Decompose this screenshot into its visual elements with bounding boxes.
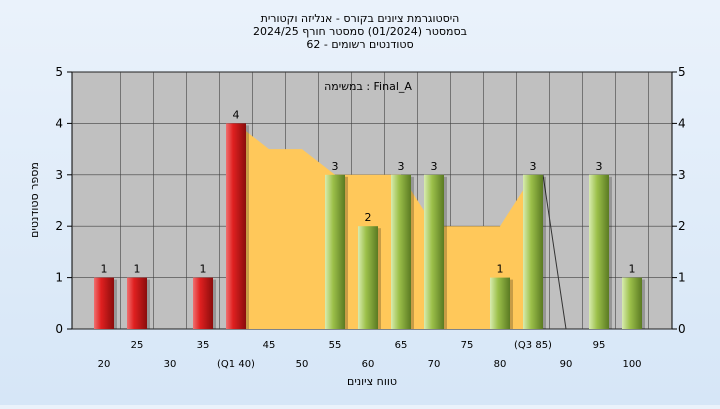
x-category-label: 65 <box>395 340 408 351</box>
y-tick-label-right: 5 <box>678 65 686 79</box>
y-tick-label-left: 1 <box>55 271 63 285</box>
bar-value-label: 1 <box>497 263 504 276</box>
bar-value-label: 3 <box>398 160 405 173</box>
bar <box>193 277 213 329</box>
y-tick-label-right: 1 <box>678 271 686 285</box>
chart-title: היסטוגרמת ציונים בקורס - אנליזה וקטורית … <box>253 12 467 51</box>
y-tick-label-left: 4 <box>55 116 63 130</box>
bar-value-label: 2 <box>365 211 372 224</box>
title-line-2: בסמסטר (01/2024) סמסטר חורף 2024/25 <box>253 25 467 38</box>
x-category-label: 30 <box>164 359 177 370</box>
y-tick-label-right: 3 <box>678 168 686 182</box>
bar-value-label: 4 <box>233 108 240 121</box>
y-tick-label-left: 0 <box>55 322 63 336</box>
y-tick-label-left: 5 <box>55 65 63 79</box>
x-category-label: 25 <box>131 340 144 351</box>
data-labels: 1 1 1 4 3 2 3 3 1 3 3 1 <box>101 108 636 275</box>
x-category-label: 70 <box>428 359 441 370</box>
bar <box>325 174 345 329</box>
x-category-label: (Q3 85) <box>514 340 552 351</box>
x-category-label: 50 <box>296 359 309 370</box>
bar-value-label: 3 <box>530 160 537 173</box>
bar <box>490 277 510 329</box>
area-fill <box>236 123 533 330</box>
x-category-label: 60 <box>362 359 375 370</box>
y-tick-label-left: 3 <box>55 168 63 182</box>
title-line-3: סטודנטים רשומים - 62 <box>306 38 413 51</box>
bar <box>391 174 411 329</box>
x-axis-title: טווח ציונים <box>347 375 397 388</box>
bar-value-label: 3 <box>596 160 603 173</box>
x-category-label: 20 <box>98 359 111 370</box>
bar <box>622 277 642 329</box>
title-line-1: היסטוגרמת ציונים בקורס - אנליזה וקטורית <box>261 12 460 25</box>
y-tick-label-right: 0 <box>678 322 686 336</box>
area-edge-line <box>542 174 567 330</box>
bar-value-label: 1 <box>134 263 141 276</box>
x-category-label: 100 <box>622 359 641 370</box>
x-category-label: 75 <box>461 340 474 351</box>
x-category-label: 95 <box>593 340 606 351</box>
bar-value-label: 1 <box>629 263 636 276</box>
y-axis-title: מספר סטודנטים <box>28 162 41 238</box>
y-tick-label-right: 2 <box>678 219 686 233</box>
x-category-label: 45 <box>263 340 276 351</box>
bar <box>94 277 114 329</box>
bar-value-label: 3 <box>332 160 339 173</box>
chart-annotation: במשימה : Final_A <box>324 80 412 93</box>
area-series <box>236 123 567 330</box>
bar <box>523 174 543 329</box>
bar-series <box>94 123 645 330</box>
x-category-label: 80 <box>494 359 507 370</box>
y-tick-label-left: 2 <box>55 219 63 233</box>
bar <box>358 226 378 329</box>
x-category-label: (Q1 40) <box>217 359 255 370</box>
bar-value-label: 1 <box>101 263 108 276</box>
bar <box>424 174 444 329</box>
bar <box>226 123 246 330</box>
x-category-label: 55 <box>329 340 342 351</box>
bar <box>127 277 147 329</box>
bar <box>589 174 609 329</box>
x-category-label: 90 <box>560 359 573 370</box>
bar-value-label: 1 <box>200 263 207 276</box>
x-category-label: 35 <box>197 340 210 351</box>
bar-value-label: 3 <box>431 160 438 173</box>
y-tick-label-right: 4 <box>678 116 686 130</box>
